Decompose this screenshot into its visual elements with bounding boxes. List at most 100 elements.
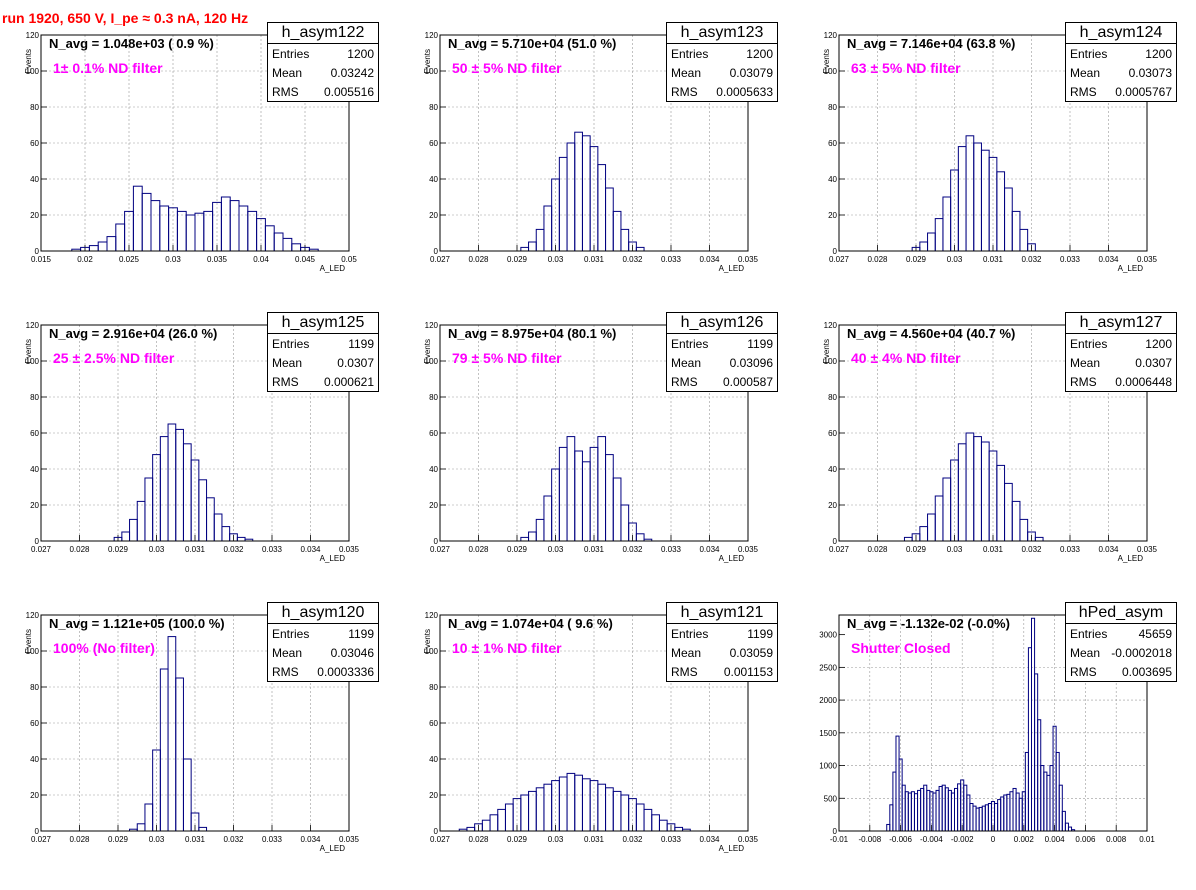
x-tick-label: 0.03 [165, 255, 181, 264]
plot-frame [838, 34, 1148, 252]
stats-value: 0.005516 [323, 85, 374, 99]
x-tick-label: 0.033 [262, 835, 283, 844]
histogram-plot: 0.027 0.028 0.029 0.03 0.031 0.032 0.033 0.034 0… [423, 31, 759, 273]
histogram-panel: 0.027 0.028 0.029 0.03 0.031 0.032 0.033 0.034 0… [0, 310, 398, 600]
y-tick-label: 60 [828, 139, 837, 148]
x-tick-label: 0.027 [31, 545, 52, 554]
x-tick-label: 0.03 [149, 835, 165, 844]
stats-key: Mean [1070, 356, 1101, 370]
y-axis-label: Events [24, 49, 33, 73]
histogram-bin [574, 774, 583, 832]
x-axis-label: A_LED [719, 264, 745, 273]
histogram-name: h_asym121 [667, 603, 777, 624]
histogram-bin [996, 464, 1006, 542]
navg-label: N_avg = 1.048e+03 ( 0.9 %) [49, 36, 214, 51]
stats-value: -0.0002018 [1111, 646, 1172, 660]
histogram-bin [175, 428, 184, 542]
x-tick-label: 0.033 [661, 255, 682, 264]
navg-label: N_avg = 4.560e+04 (40.7 %) [847, 326, 1016, 341]
x-tick-label: 0.015 [31, 255, 52, 264]
histogram-bin [635, 803, 645, 832]
y-tick-label: 100 [425, 647, 439, 656]
stats-key: Entries [671, 47, 709, 61]
y-tick-label: 120 [26, 321, 40, 330]
histogram-bin [566, 436, 576, 542]
histogram-bin [528, 531, 537, 542]
histogram-bin [282, 237, 293, 252]
y-axis-label: Events [423, 629, 432, 653]
filter-note: 63 ± 5% ND filter [851, 60, 961, 76]
navg-label: N_avg = -1.132e-02 (-0.0%) [847, 616, 1010, 631]
stats-row: RMS 0.005516 [272, 83, 374, 101]
stats-key: Entries [272, 337, 310, 351]
navg-label: N_avg = 8.975e+04 (80.1 %) [448, 326, 617, 341]
histogram-bin [152, 749, 161, 832]
x-tick-label: 0.032 [622, 835, 643, 844]
histogram-panel: 0.027 0.028 0.029 0.03 0.031 0.032 0.033 0.034 0… [399, 20, 797, 310]
y-tick-label: 60 [828, 429, 837, 438]
stats-key: Entries [671, 627, 709, 641]
y-tick-label: 60 [429, 429, 438, 438]
plot-frame [439, 324, 749, 542]
histogram-name: h_asym126 [667, 313, 777, 334]
histogram-bin [497, 808, 506, 832]
histogram-bin [927, 232, 936, 252]
histogram-bin [574, 450, 583, 542]
x-tick-label: 0.034 [699, 545, 720, 554]
histogram-bin [520, 246, 530, 252]
y-tick-label: 120 [26, 31, 40, 40]
stats-row: Mean 0.03073 [1070, 64, 1172, 82]
histogram-bin [1011, 210, 1021, 252]
histogram-bin [651, 814, 660, 832]
x-tick-label: 0.032 [1021, 255, 1042, 264]
stats-box: h_asym126 Entries 1199 Mean 0.03096 RMS 0.0005… [666, 312, 778, 392]
run-title: run 1920, 650 V, I_pe ≈ 0.3 nA, 120 Hz [2, 10, 249, 26]
stats-value: 1200 [347, 47, 374, 61]
histogram-bin [489, 814, 499, 832]
stats-value: 0.0005633 [716, 85, 773, 99]
stats-row: Entries 1199 [272, 335, 374, 353]
x-tick-label: 0.035 [207, 255, 228, 264]
stats-key: Mean [671, 356, 702, 370]
y-tick-label: 120 [824, 321, 838, 330]
y-tick-label: 0 [434, 537, 439, 546]
histogram-bin [203, 210, 214, 252]
y-tick-label: 20 [30, 211, 39, 220]
y-tick-label: 20 [429, 211, 438, 220]
stats-row: RMS 0.0005633 [671, 83, 773, 101]
y-tick-label: 60 [30, 719, 39, 728]
stats-value: 1199 [348, 337, 374, 351]
y-tick-label: 80 [828, 103, 837, 112]
y-axis-label: Events [822, 49, 831, 73]
x-tick-label: 0.034 [300, 835, 321, 844]
plot-frame [40, 614, 350, 832]
plot-frame [838, 614, 1148, 832]
histogram-bin [291, 243, 302, 252]
stats-key: Mean [671, 66, 702, 80]
y-tick-label: 0 [35, 827, 40, 836]
histogram-bin [185, 214, 196, 252]
y-tick-label: 40 [828, 175, 837, 184]
histogram-bin [973, 142, 982, 252]
stats-key: RMS [671, 665, 698, 679]
histogram-name: h_asym120 [268, 603, 378, 624]
y-tick-label: 20 [30, 791, 39, 800]
x-tick-label: 0.04 [253, 255, 269, 264]
histogram-bin [159, 668, 169, 832]
x-tick-label: -0.008 [858, 835, 881, 844]
histogram-bin [264, 225, 275, 252]
histogram-panel: 0.027 0.028 0.029 0.03 0.031 0.032 0.033 0.034 0… [399, 310, 797, 600]
x-tick-label: 0.027 [430, 545, 451, 554]
y-tick-label: 0 [35, 537, 40, 546]
histogram-bin [132, 185, 143, 252]
stats-key: Entries [1070, 627, 1108, 641]
histogram-bin [605, 454, 614, 542]
histogram-bin [581, 461, 591, 542]
x-tick-label: 0.035 [1137, 255, 1158, 264]
histogram-bin [198, 479, 208, 542]
histogram-bin [942, 196, 952, 252]
x-tick-label: 0.031 [983, 545, 1004, 554]
stats-key: RMS [272, 85, 299, 99]
x-axis-label: A_LED [719, 554, 745, 563]
histogram-bin [150, 200, 161, 252]
